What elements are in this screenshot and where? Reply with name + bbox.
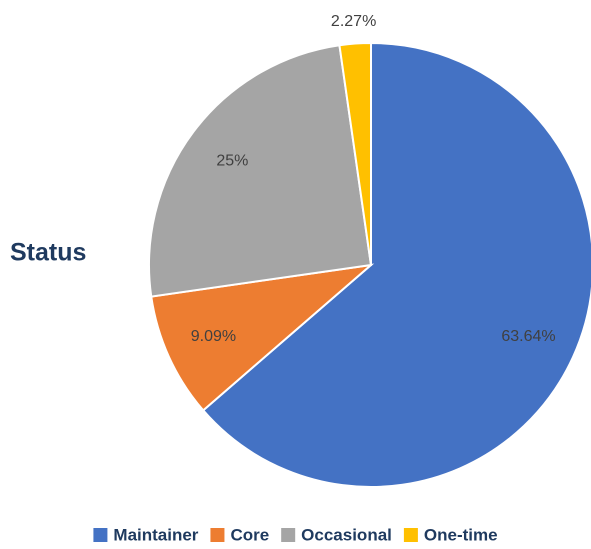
legend-swatch (281, 528, 296, 542)
chart-title: Status (10, 239, 86, 267)
data-label: 2.27% (331, 13, 376, 30)
data-label: 25% (216, 152, 248, 169)
legend-label: Core (230, 525, 269, 544)
pie-slice (150, 263, 375, 412)
legend-label: One-time (424, 525, 498, 544)
legend-swatch (210, 528, 225, 542)
pie-slice (148, 44, 373, 298)
legend-swatch (403, 528, 418, 542)
legend-label: Occasional (301, 525, 392, 544)
legend-swatch (93, 528, 108, 542)
pie-slice (338, 41, 372, 266)
legend-label: Maintainer (113, 525, 198, 544)
data-label: 9.09% (191, 328, 236, 345)
pie-slice (201, 41, 591, 488)
data-label: 63.64% (501, 328, 555, 345)
